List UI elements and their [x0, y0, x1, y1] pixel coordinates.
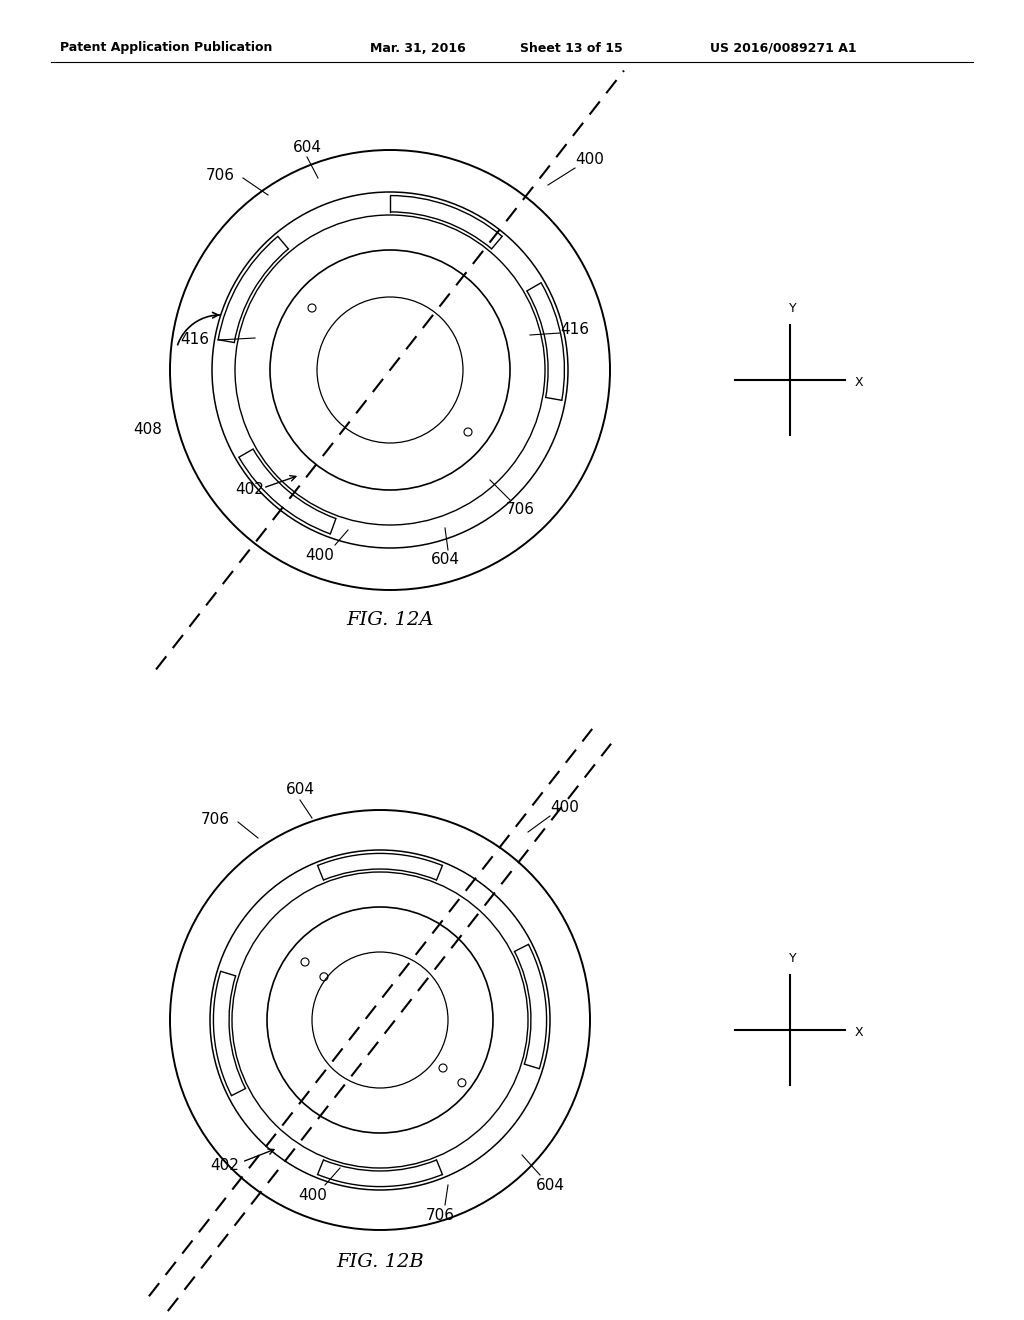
Text: X: X: [855, 1027, 863, 1040]
Text: 400: 400: [575, 153, 604, 168]
Text: US 2016/0089271 A1: US 2016/0089271 A1: [710, 41, 857, 54]
Text: 706: 706: [206, 168, 234, 182]
Text: 706: 706: [506, 503, 535, 517]
Text: X: X: [855, 376, 863, 389]
Text: Mar. 31, 2016: Mar. 31, 2016: [370, 41, 466, 54]
Text: FIG. 12B: FIG. 12B: [336, 1253, 424, 1271]
Text: 604: 604: [536, 1177, 564, 1192]
Text: 604: 604: [286, 783, 314, 797]
Text: 706: 706: [426, 1208, 455, 1222]
Text: 416: 416: [560, 322, 590, 338]
Text: 402: 402: [211, 1158, 240, 1172]
Text: 604: 604: [293, 140, 322, 156]
Text: Patent Application Publication: Patent Application Publication: [60, 41, 272, 54]
Text: 400: 400: [305, 548, 335, 562]
Text: FIG. 12A: FIG. 12A: [346, 611, 434, 630]
Text: 706: 706: [201, 813, 229, 828]
Text: 402: 402: [236, 483, 264, 498]
Text: Sheet 13 of 15: Sheet 13 of 15: [520, 41, 623, 54]
Text: Y: Y: [790, 952, 797, 965]
Text: 408: 408: [133, 422, 163, 437]
Text: 604: 604: [430, 553, 460, 568]
Text: Y: Y: [790, 302, 797, 315]
Text: 416: 416: [180, 333, 210, 347]
Text: 400: 400: [299, 1188, 328, 1203]
Text: 400: 400: [551, 800, 580, 816]
